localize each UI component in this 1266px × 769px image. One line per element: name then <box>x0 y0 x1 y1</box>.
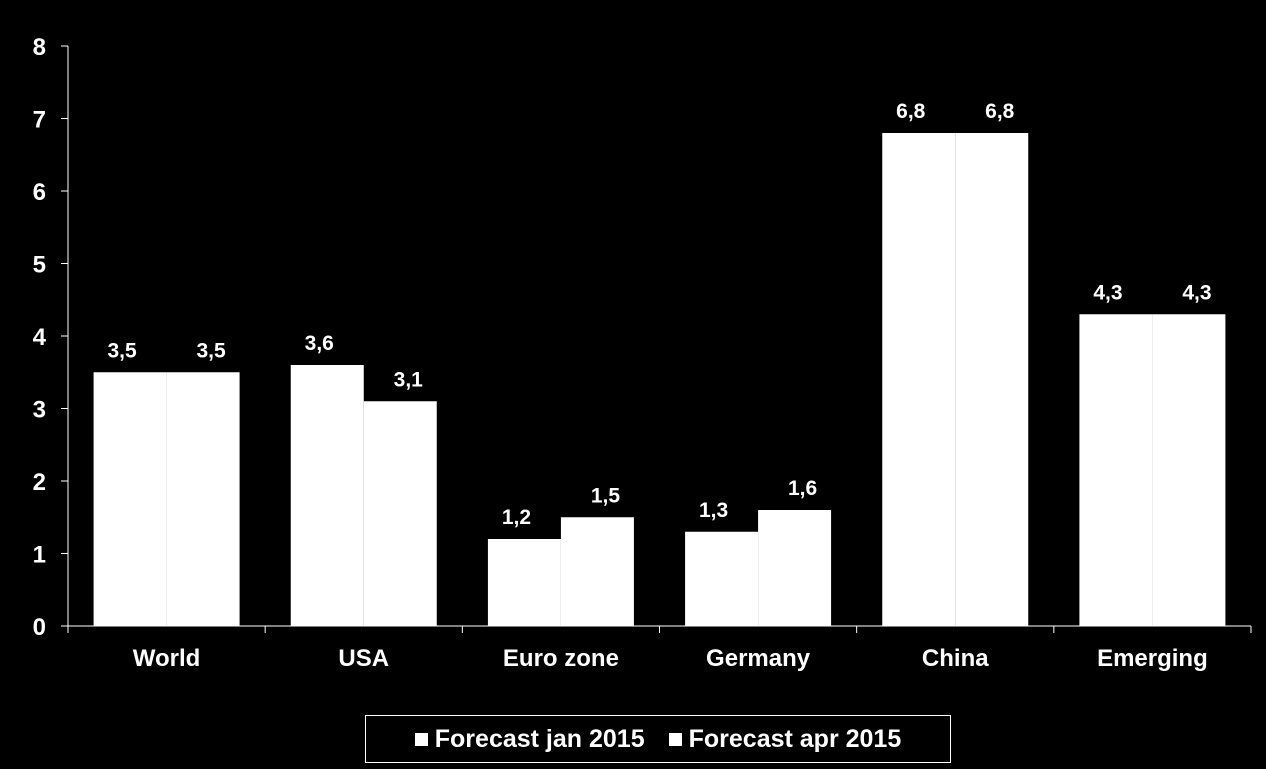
bar-0 <box>882 133 956 626</box>
data-label-1: 4,3 <box>1182 281 1211 304</box>
legend-swatch-jan <box>414 732 428 746</box>
bar-0 <box>93 372 167 626</box>
bar-0 <box>685 531 759 626</box>
data-label-0: 1,2 <box>502 506 531 529</box>
legend-swatch-apr <box>668 732 682 746</box>
bar-1 <box>363 401 437 626</box>
x-axis: World USA Euro zone Germany China Emerging <box>67 625 1252 672</box>
data-label-1: 6,8 <box>985 100 1015 123</box>
bars <box>93 133 1226 626</box>
y-tick-label: 8 <box>33 34 46 61</box>
x-category-label: China <box>922 645 989 672</box>
y-tick-label: 0 <box>33 614 46 641</box>
bar-1 <box>166 372 240 626</box>
data-label-1: 1,5 <box>591 484 621 507</box>
legend-label-apr: Forecast apr 2015 <box>688 724 902 753</box>
data-label-1: 3,5 <box>196 339 226 362</box>
x-category-label: Emerging <box>1097 645 1208 672</box>
y-axis: 0 1 2 3 4 5 6 7 8 <box>33 34 69 641</box>
legend: Forecast jan 2015 Forecast apr 2015 <box>365 715 951 763</box>
y-tick-label: 4 <box>33 324 47 351</box>
bar-1 <box>955 133 1029 626</box>
bar-chart: 0 1 2 3 4 5 6 7 8 World USA Euro zone Germany China E… <box>33 34 1252 672</box>
x-category-label: Euro zone <box>503 645 619 672</box>
y-tick-label: 6 <box>33 179 46 206</box>
y-tick-label: 2 <box>33 469 46 496</box>
y-tick-label: 5 <box>33 252 46 279</box>
legend-label-jan: Forecast jan 2015 <box>434 724 645 753</box>
data-label-1: 1,6 <box>788 477 817 500</box>
x-category-label: World <box>133 645 201 672</box>
legend-item-apr: Forecast apr 2015 <box>668 724 902 754</box>
data-label-0: 6,8 <box>896 100 926 123</box>
bar-0 <box>290 365 364 626</box>
data-label-0: 4,3 <box>1093 281 1122 304</box>
bar-1 <box>560 517 634 626</box>
x-category-label: Germany <box>706 645 811 672</box>
data-label-1: 3,1 <box>394 368 424 391</box>
data-label-0: 3,6 <box>305 332 334 355</box>
x-category-label: USA <box>338 645 389 672</box>
data-label-0: 1,3 <box>699 499 728 522</box>
y-tick-label: 3 <box>33 397 46 424</box>
bar-0 <box>1079 314 1153 626</box>
data-labels: 3,5 3,6 1,2 1,3 6,8 4,3 3,5 3,1 1,5 1,6 6,8 4,3 <box>107 100 1211 529</box>
legend-item-jan: Forecast jan 2015 <box>414 724 645 754</box>
bar-0 <box>487 539 561 626</box>
bar-1 <box>758 510 832 626</box>
bar-1 <box>1152 314 1226 626</box>
data-label-0: 3,5 <box>107 339 137 362</box>
y-tick-label: 1 <box>33 542 46 569</box>
y-tick-label: 7 <box>33 107 46 134</box>
